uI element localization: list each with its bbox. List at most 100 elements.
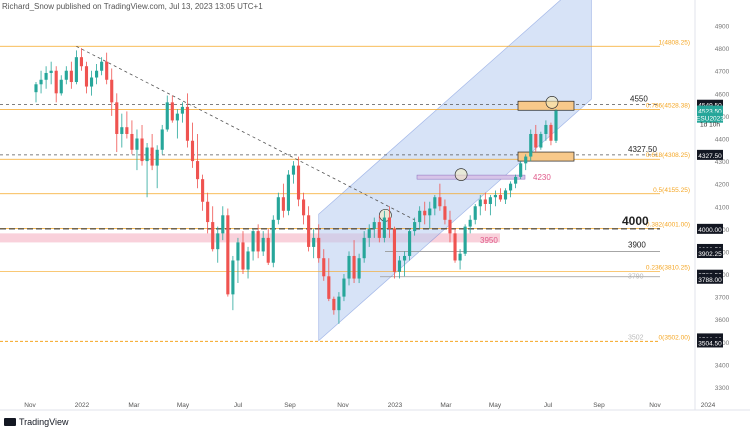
- candle: [443, 199, 447, 225]
- candle-body: [312, 237, 316, 247]
- candle-body: [125, 127, 129, 134]
- price-label-box: [697, 273, 723, 284]
- candle-body: [488, 197, 492, 204]
- candle: [256, 224, 260, 259]
- candle: [438, 183, 442, 211]
- candle: [145, 143, 149, 198]
- candle: [190, 122, 195, 168]
- candle-body: [246, 251, 250, 270]
- candle-body: [473, 206, 477, 220]
- candle-body: [402, 255, 407, 261]
- candle-body: [281, 197, 285, 211]
- candle-body: [307, 215, 311, 247]
- candle: [206, 192, 210, 234]
- candle-body: [317, 237, 321, 259]
- candle: [468, 215, 472, 234]
- candle: [519, 161, 523, 180]
- x-tick-label: May: [177, 402, 190, 409]
- candle-body: [276, 197, 280, 220]
- candle: [95, 63, 99, 85]
- x-tick-label: Jul: [544, 402, 553, 409]
- candle: [271, 215, 275, 268]
- candle-body: [544, 124, 548, 134]
- candle-body: [155, 149, 159, 166]
- candle-body: [534, 133, 538, 148]
- price-label-box: [697, 99, 723, 110]
- candle: [529, 129, 533, 162]
- candle-body: [458, 253, 462, 261]
- candle-body: [453, 233, 457, 261]
- candle: [79, 48, 84, 71]
- candle: [49, 61, 53, 85]
- candle-body: [478, 199, 482, 207]
- candle: [534, 124, 538, 153]
- candle: [488, 194, 492, 216]
- y-tick-label: 3400: [715, 362, 730, 369]
- candle-body: [211, 222, 215, 250]
- x-tick-label: Nov: [24, 402, 36, 409]
- highlight-circle: [454, 168, 468, 181]
- candle-body: [408, 231, 412, 256]
- candle-body: [256, 231, 260, 252]
- candle: [296, 156, 301, 207]
- candle-body: [468, 219, 472, 227]
- candle: [413, 217, 417, 236]
- candle-body: [519, 163, 523, 177]
- candle-body: [180, 106, 184, 114]
- candle-body: [554, 110, 558, 141]
- candle: [549, 122, 553, 146]
- candle-body: [463, 226, 467, 254]
- price-label: 3504.50: [697, 337, 723, 348]
- candle-body: [170, 102, 174, 121]
- candle-body: [514, 176, 518, 184]
- candle: [185, 93, 190, 148]
- candle-body: [418, 210, 422, 223]
- candle-body: [337, 296, 341, 311]
- candle: [180, 102, 184, 123]
- candle: [135, 129, 139, 171]
- candle: [317, 224, 321, 263]
- candle-body: [377, 222, 381, 238]
- candle: [418, 206, 422, 229]
- fib-level-label: 0.786(4528.38): [646, 102, 690, 109]
- candle-body: [302, 199, 306, 216]
- candle: [115, 93, 119, 153]
- candle: [423, 201, 427, 225]
- price-label: 4523.50: [697, 105, 723, 116]
- candle-body: [100, 61, 104, 71]
- candle: [377, 215, 381, 243]
- candle-body: [95, 70, 99, 78]
- candle-body: [357, 258, 361, 279]
- fib-level-label: 0.382(4001.00): [646, 222, 690, 229]
- x-tick-label: 2022: [75, 402, 90, 409]
- candle: [44, 66, 48, 89]
- candle: [216, 226, 220, 263]
- annotation-3900: 3900: [628, 240, 646, 249]
- candle: [195, 133, 200, 189]
- candle-body: [549, 124, 553, 141]
- candle-body: [413, 222, 417, 232]
- candle-body: [382, 217, 386, 238]
- resistance-zone-4327: [517, 151, 575, 162]
- candle: [387, 206, 391, 238]
- candle-body: [352, 255, 356, 279]
- candle-body: [397, 260, 402, 272]
- candle-body: [150, 147, 154, 166]
- y-tick-label: 4900: [715, 24, 730, 31]
- candle-body: [145, 147, 149, 162]
- candle-body: [226, 215, 230, 295]
- candle-body: [529, 133, 533, 157]
- candle: [231, 255, 235, 311]
- annotation-4327-50: 4327.50: [628, 145, 657, 154]
- annotation-4000: 4000: [622, 214, 649, 228]
- y-tick-label: 4700: [715, 69, 730, 76]
- candle: [251, 228, 255, 261]
- candle: [337, 292, 341, 324]
- highlight-circle: [545, 96, 559, 109]
- candle: [100, 57, 104, 76]
- candle: [105, 52, 109, 85]
- candle: [524, 154, 528, 171]
- candle: [120, 113, 124, 148]
